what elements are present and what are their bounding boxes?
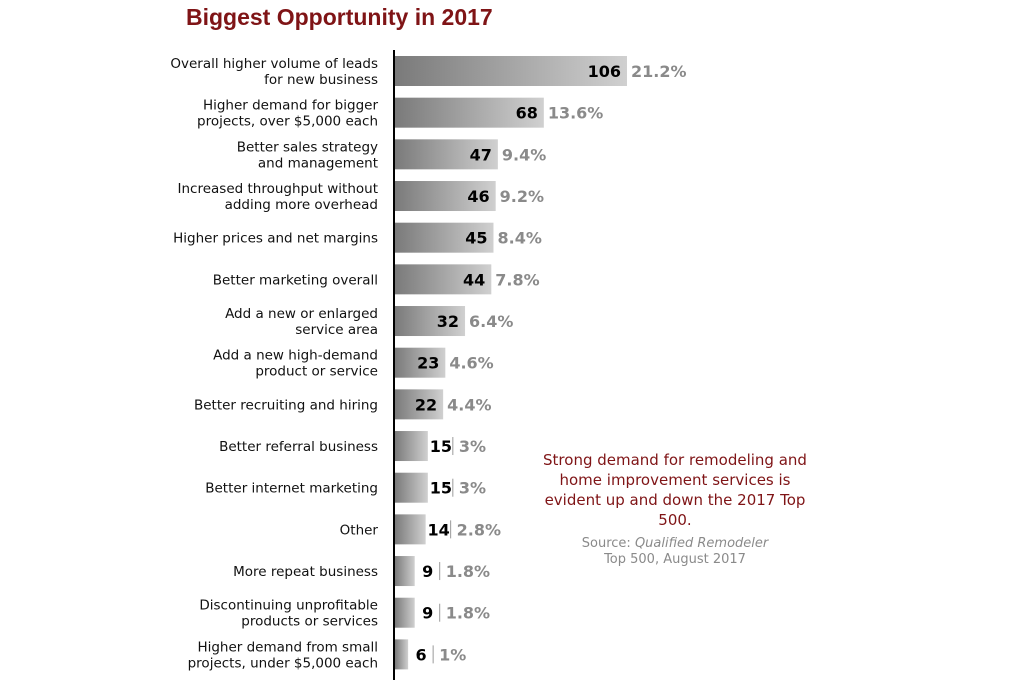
y-tick-label: Add a new or enlarged service area: [225, 306, 378, 338]
bar: [395, 389, 444, 420]
bar: [395, 306, 466, 337]
data-label-percent: 1.8%: [446, 604, 490, 623]
bar: [395, 97, 544, 128]
bar: [395, 597, 415, 628]
chart-title: Biggest Opportunity in 2017: [186, 4, 493, 30]
bar: [395, 556, 415, 587]
bar: [395, 472, 428, 503]
bar: [395, 431, 428, 462]
source-citation: Source: Qualified Remodeler Top 500, Aug…: [540, 536, 810, 568]
y-tick-label: Better recruiting and hiring: [194, 397, 378, 413]
data-label-value: 32: [437, 312, 459, 331]
y-tick-label: Better marketing overall: [213, 272, 378, 288]
annotation-box: Strong demand for remodeling and home im…: [540, 450, 810, 568]
bar: [395, 639, 409, 670]
y-tick-label: Increased throughput without adding more …: [178, 181, 379, 213]
y-tick-label: Higher prices and net margins: [173, 231, 378, 247]
data-label-value: 68: [516, 104, 538, 123]
data-label-value: 15: [430, 479, 452, 498]
data-label-percent: 4.6%: [449, 354, 493, 373]
data-label-percent: 1.8%: [446, 562, 490, 581]
data-label-value: 44: [463, 270, 485, 289]
bar: [395, 514, 426, 545]
y-tick-label: Higher demand from small projects, under …: [188, 639, 378, 671]
bar: [395, 139, 498, 170]
data-label-percent: 21.2%: [631, 62, 687, 81]
bar: [395, 181, 496, 212]
y-tick-label: Discontinuing unprofitable products or se…: [199, 598, 378, 630]
y-tick-label: Add a new high-demand product or service: [213, 348, 378, 380]
source-suffix: Top 500, August 2017: [604, 552, 746, 567]
data-label-value: 23: [417, 354, 439, 373]
y-tick-label: Overall higher volume of leads for new bu…: [170, 56, 378, 88]
data-label-value: 9: [422, 604, 433, 623]
data-label-value: 9: [422, 562, 433, 581]
data-label-percent: 13.6%: [548, 104, 604, 123]
data-label-percent: 3%: [459, 437, 486, 456]
data-label-percent: 8.4%: [497, 229, 541, 248]
data-label-percent: 9.4%: [502, 145, 546, 164]
data-label-percent: 3%: [459, 479, 486, 498]
y-tick-label: Better internet marketing: [205, 481, 378, 497]
data-label-percent: 1%: [439, 645, 466, 664]
y-tick-label: Better sales strategy and management: [237, 139, 378, 171]
data-label-value: 6: [416, 645, 427, 664]
data-label-value: 47: [470, 145, 492, 164]
data-label-value: 106: [588, 62, 621, 81]
data-label-percent: 2.8%: [457, 520, 501, 539]
y-tick-label: Other: [340, 522, 379, 538]
source-prefix: Source:: [581, 536, 631, 551]
bar: [395, 264, 492, 295]
y-tick-label: Higher demand for bigger projects, over $…: [197, 98, 378, 130]
data-label-value: 22: [415, 395, 437, 414]
data-label-value: 14: [428, 520, 450, 539]
data-label-value: 15: [430, 437, 452, 456]
bar: [395, 222, 494, 253]
data-label-value: 46: [467, 187, 489, 206]
data-label-percent: 4.4%: [447, 395, 491, 414]
data-label-value: 45: [465, 229, 487, 248]
source-publication: Qualified Remodeler: [634, 536, 769, 551]
bar: [395, 347, 446, 378]
data-label-percent: 9.2%: [500, 187, 544, 206]
y-tick-label: More repeat business: [233, 564, 378, 580]
annotation-text: Strong demand for remodeling and home im…: [543, 451, 807, 529]
bar: [395, 56, 627, 86]
data-label-percent: 6.4%: [469, 312, 513, 331]
data-label-percent: 7.8%: [495, 270, 539, 289]
bars-group: Overall higher volume of leads for new bu…: [170, 56, 687, 671]
y-tick-label: Better referral business: [219, 439, 378, 455]
